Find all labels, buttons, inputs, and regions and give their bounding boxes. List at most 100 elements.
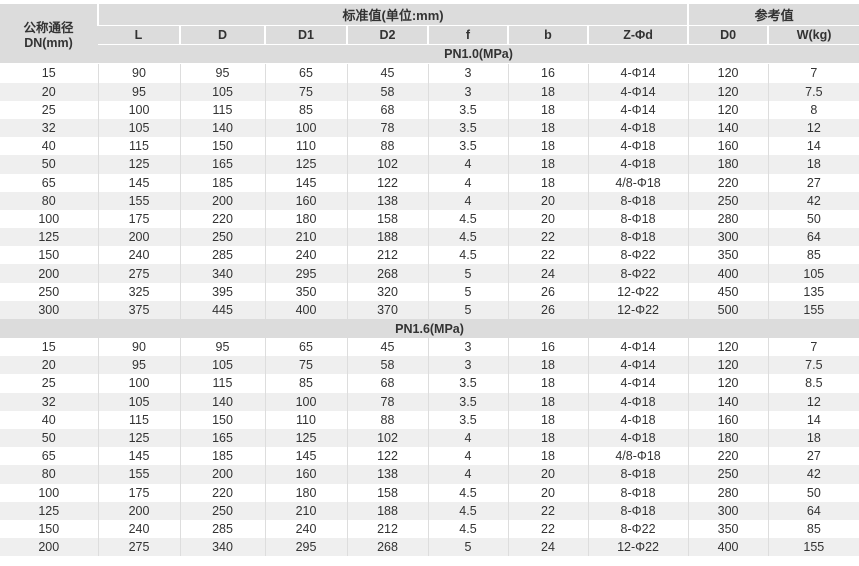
table-cell: 300 <box>0 300 98 319</box>
table-cell: 140 <box>179 392 265 411</box>
table-cell: 88 <box>346 137 428 156</box>
table-cell: 95 <box>97 82 180 101</box>
table-cell: 280 <box>687 209 769 229</box>
table-cell: 4/8-Φ18 <box>587 173 689 192</box>
table-cell: 325 <box>97 282 180 301</box>
table-cell: 160 <box>687 410 769 429</box>
table-cell: 5 <box>427 538 508 557</box>
table-cell: 250 <box>179 501 265 520</box>
table-cell: 8 <box>767 100 859 119</box>
column-header: L <box>98 25 180 46</box>
table-row: 50 125 165 125 102 4 18 4-Φ18 180 18 <box>0 428 859 448</box>
table-cell: 4 <box>427 191 508 210</box>
table-cell: 20 <box>0 356 98 375</box>
column-header: f <box>427 25 508 46</box>
table-row: 125 200 250 210 188 4.5 22 8-Φ18 300 64 <box>0 228 859 247</box>
table-cell: 158 <box>346 483 428 502</box>
table-cell: 400 <box>687 264 769 283</box>
table-cell: 395 <box>179 282 265 301</box>
table-cell: 295 <box>264 264 347 283</box>
table-cell: 125 <box>264 155 347 174</box>
table-cell: 85 <box>264 374 347 393</box>
table-row: 250 325 395 350 320 5 26 12-Φ22 450 135 <box>0 282 859 301</box>
table-cell: 105 <box>767 264 859 283</box>
table-cell: 4-Φ14 <box>587 374 689 393</box>
table-cell: 3 <box>427 338 508 357</box>
table-row: 20 95 105 75 58 3 18 4-Φ14 120 7.5 <box>0 356 859 375</box>
column-header: Z-Φd <box>586 25 689 46</box>
table-cell: 18 <box>507 392 588 411</box>
table-cell: 188 <box>346 501 428 520</box>
table-cell: 240 <box>97 246 180 265</box>
table-cell: 18 <box>507 173 588 192</box>
table-cell: 155 <box>767 300 859 319</box>
table-cell: 22 <box>507 519 588 539</box>
table-cell: 145 <box>97 173 180 192</box>
table-cell: 150 <box>179 137 265 156</box>
table-cell: 50 <box>0 155 98 174</box>
table-row: 65 145 185 145 122 4 18 4/8-Φ18 220 27 <box>0 447 859 466</box>
table-cell: 155 <box>97 191 180 210</box>
table-cell: 4.5 <box>427 209 508 229</box>
table-cell: 200 <box>0 264 98 283</box>
dn-unit: DN(mm) <box>24 36 73 51</box>
table-cell: 95 <box>179 338 265 357</box>
table-cell: 85 <box>767 246 859 265</box>
table-cell: 40 <box>41 412 56 427</box>
table-cell: 185 <box>179 447 265 466</box>
table-row: 32 105 140 100 78 3.5 18 4-Φ18 140 12 <box>0 392 859 411</box>
table-cell: 220 <box>687 447 769 466</box>
table-cell: 3.5 <box>427 118 508 138</box>
table-cell: 155 <box>97 465 180 484</box>
table-cell: 12 <box>767 118 859 138</box>
table-cell: 3.5 <box>427 374 508 393</box>
table-cell: 3.5 <box>427 392 508 411</box>
table-cell: 115 <box>179 100 265 119</box>
table-cell: 350 <box>264 282 347 301</box>
table-cell: 4.5 <box>427 246 508 265</box>
table-cell: 32 <box>0 118 98 138</box>
table-cell: 18 <box>507 374 588 393</box>
table-cell: 268 <box>346 264 428 283</box>
table-cell: 370 <box>346 300 428 319</box>
table-cell: 42 <box>767 465 859 484</box>
table-cell: 26 <box>507 282 588 301</box>
table-cell: 3.5 <box>427 137 508 156</box>
table-cell: 105 <box>97 118 180 138</box>
table-cell: 90 <box>97 338 180 357</box>
table-cell: 188 <box>346 228 428 247</box>
table-cell: 85 <box>767 519 859 539</box>
table-cell: 64 <box>767 228 859 247</box>
table-cell: 80 <box>0 465 98 484</box>
table-cell: 450 <box>687 282 769 301</box>
table-row: 32 105 140 100 78 3.5 18 4-Φ18 140 12 <box>0 118 859 138</box>
table-cell: 145 <box>264 447 347 466</box>
dn-label: 公称通径 <box>23 21 74 36</box>
table-cell: 22 <box>507 246 588 265</box>
table-cell: 4.5 <box>427 483 508 502</box>
table-cell: 285 <box>179 519 265 539</box>
table-cell: 145 <box>97 447 180 466</box>
table-cell: 4-Φ18 <box>587 410 689 429</box>
table-cell: 4-Φ18 <box>587 392 689 411</box>
table-cell: 250 <box>687 191 769 210</box>
table-cell: 125 <box>97 155 180 174</box>
table-cell: 138 <box>346 191 428 210</box>
table-cell: 16 <box>507 338 588 357</box>
table-cell: 125 <box>0 501 98 520</box>
table-cell: 200 <box>179 465 265 484</box>
table-cell: 158 <box>346 209 428 229</box>
table-cell: 300 <box>687 228 769 247</box>
table-cell: 3.5 <box>427 410 508 429</box>
table-cell: 105 <box>97 392 180 411</box>
table-cell: 320 <box>346 282 428 301</box>
table-row: 300 375 445 400 370 5 26 12-Φ22 500 155 <box>0 300 859 319</box>
table-cell: 120 <box>687 338 769 357</box>
table-cell: 445 <box>179 300 265 319</box>
table-cell: 20 <box>0 82 98 101</box>
table-cell: 275 <box>97 538 180 557</box>
table-cell: 3 <box>427 356 508 375</box>
table-cell: 8-Φ18 <box>587 209 689 229</box>
table-row: 25 100 115 85 68 3.5 18 4-Φ14 120 8.5 <box>0 374 859 393</box>
table-cell: 8-Φ22 <box>587 264 689 283</box>
